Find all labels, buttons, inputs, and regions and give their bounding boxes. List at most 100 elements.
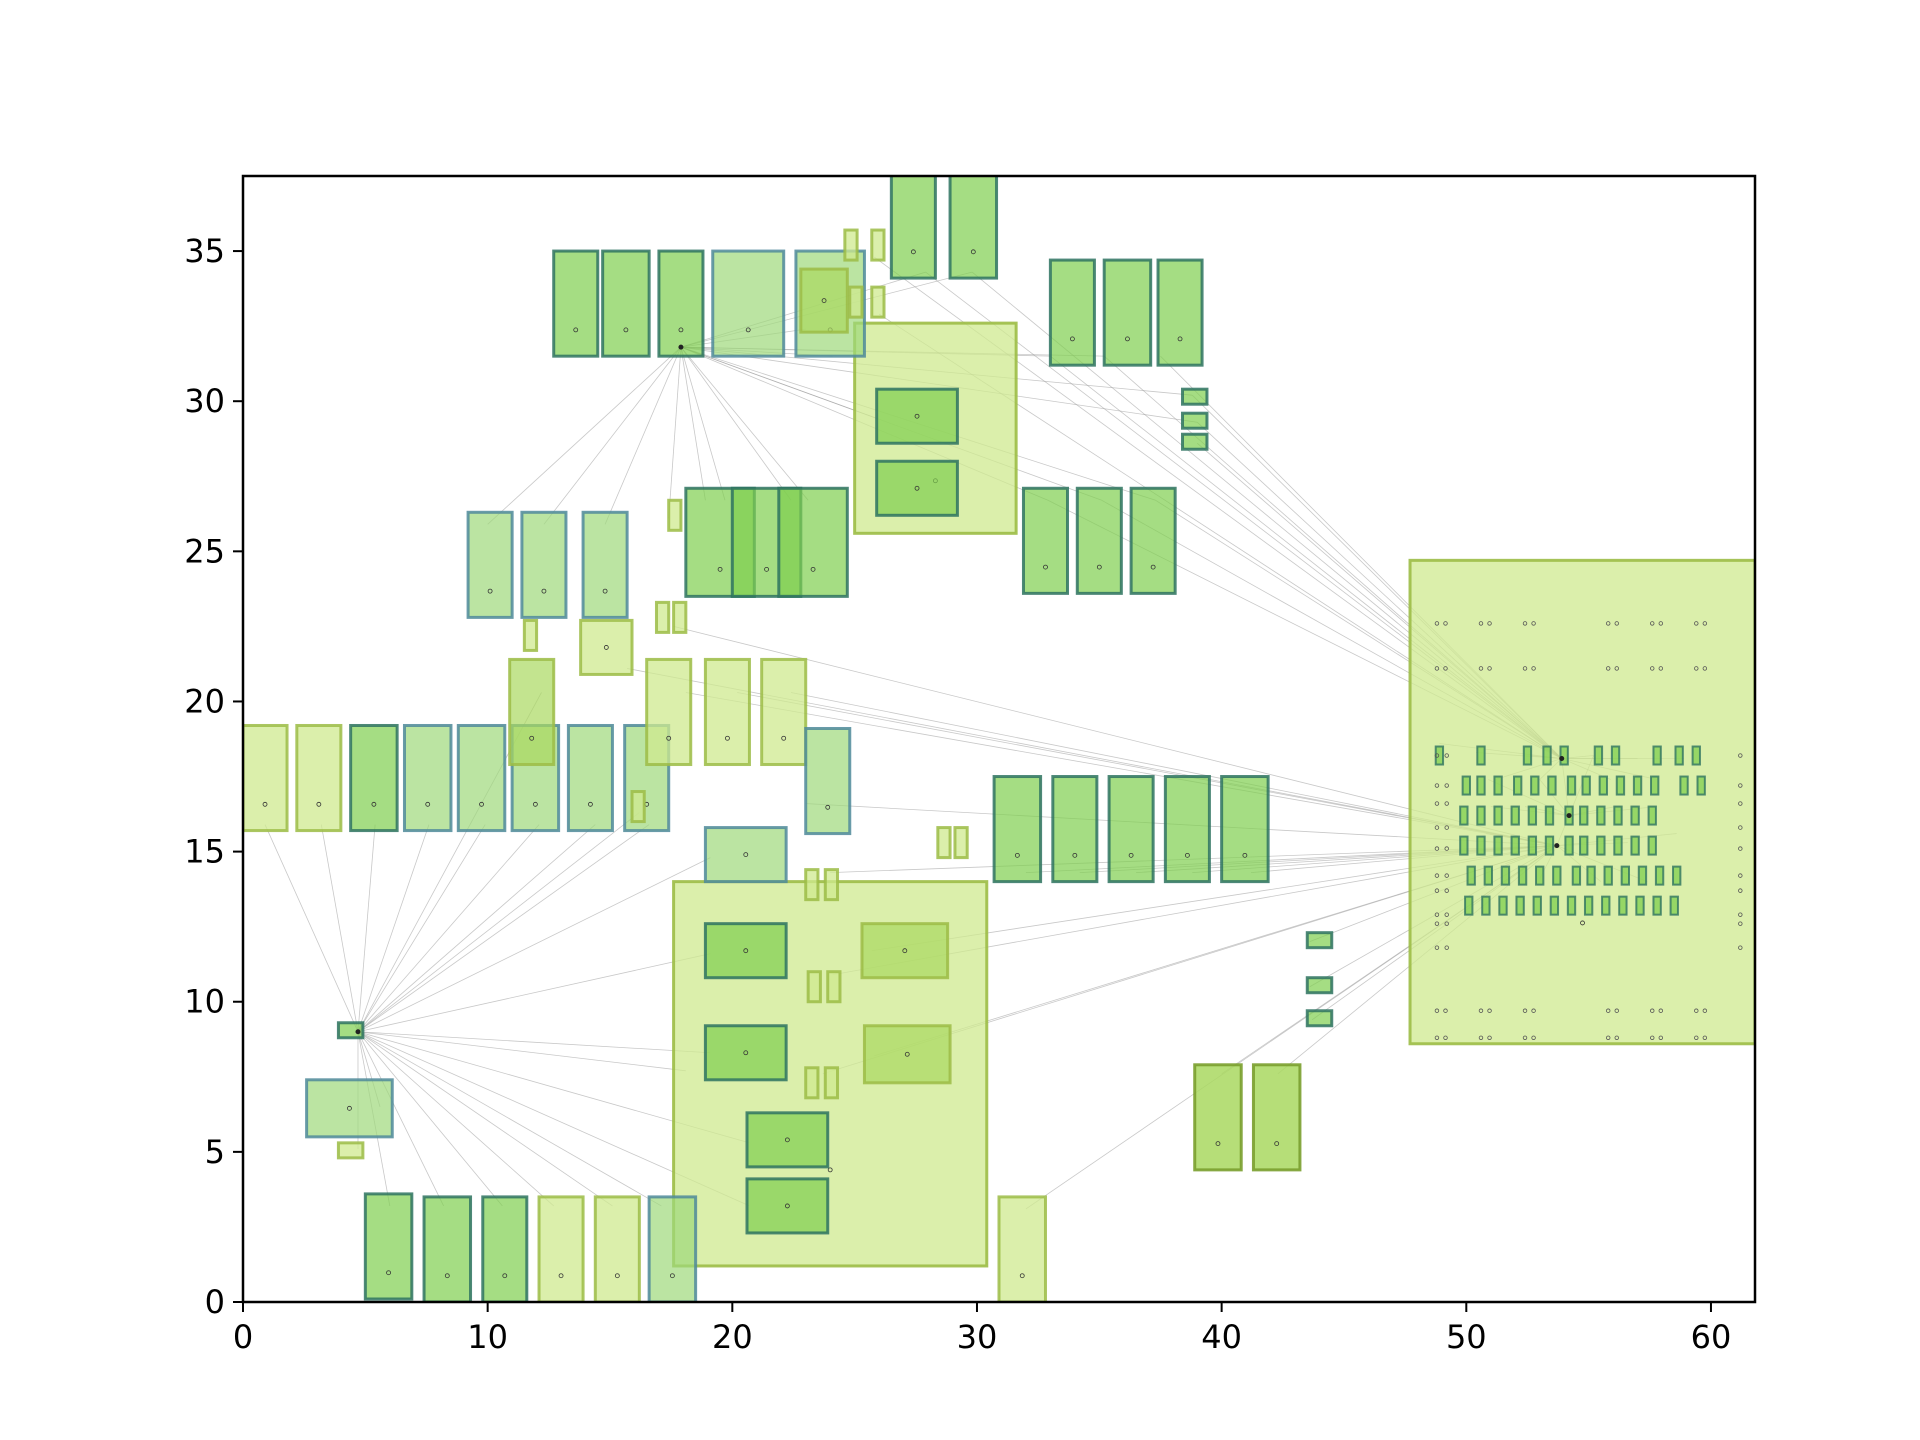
plate-pad [1531,666,1536,671]
hub-point [355,1029,361,1035]
component-block [870,228,886,262]
net-line [357,1031,613,1207]
pin-dot [262,801,268,807]
plate-pad [1694,621,1699,626]
pin-dot [588,801,593,807]
pin-dot [444,1273,450,1279]
footprint-pad [1618,895,1628,916]
plate-pad [1434,1008,1440,1013]
plate-pad [1738,753,1743,758]
component-block [804,1066,820,1100]
footprint-pad [1527,835,1538,856]
hub-point [1566,813,1572,819]
component-block [711,249,786,358]
footprint-pad [1476,745,1486,766]
net-line [357,1031,444,1207]
plate-pad [1444,888,1449,893]
footprint-pad [1601,895,1611,916]
plate-pad [1478,1035,1484,1040]
component-block [1305,1009,1334,1028]
plate-pad [1650,1035,1655,1040]
pin-dot [825,804,831,810]
component-block [481,1195,529,1302]
component-block [520,510,568,619]
footprint-pad [1481,895,1491,916]
component-block [456,723,507,833]
pin-dot [784,1137,790,1143]
component-block [349,723,399,833]
plate-pad [1650,621,1655,626]
footprint-pad [1674,745,1684,766]
plate-pad [1738,846,1743,851]
plate-pad [1487,1008,1492,1013]
footprint-pad [1672,865,1682,886]
plate-pad [1444,783,1449,788]
footprint-pad [1515,895,1525,916]
component-block [630,790,646,824]
net-line [357,1031,662,1207]
component-block [581,510,629,619]
footprint-pad [1544,835,1555,856]
plate-pad [1614,1035,1619,1040]
footprint-pad [1564,835,1574,856]
plate-pad [1702,1035,1708,1040]
footprint-pad [1527,805,1538,826]
component-block [1156,258,1204,367]
plate-pad [1444,825,1449,830]
component-block [1193,1063,1243,1172]
footprint-pad [1603,865,1613,886]
component-block [243,723,289,833]
plate-pad [1650,666,1655,671]
component-block [806,970,822,1004]
pin-dot [781,735,787,741]
hub-point [1559,756,1565,762]
footprint-pad [1493,805,1503,826]
component-block [1180,387,1209,406]
plate-pad [1444,753,1449,758]
footprint-pad [1476,835,1486,856]
component-block [936,826,952,860]
footprint-pad [1610,745,1621,766]
footprint-pad [1598,775,1608,796]
plate-pad [1658,1035,1664,1040]
plate-pad [1531,621,1536,626]
footprint-pad [1459,805,1469,826]
component-block [579,618,634,676]
pin-dot [623,327,629,333]
component-block [305,1078,394,1139]
footprint-pad [1500,865,1511,886]
plate-pad [1738,783,1743,788]
footprint-pad [1535,865,1545,886]
component-block [862,1024,952,1085]
y-tick-label: 5 [205,1133,225,1171]
hub-point [678,344,684,350]
component-block [601,249,651,358]
component-block [823,1066,840,1100]
footprint-pad [1630,835,1640,856]
plate-pad [1614,666,1619,671]
plate-pad [1478,1008,1484,1013]
footprint-pad [1650,775,1660,796]
pin-dot [1043,564,1048,570]
plate-pad [1434,873,1440,878]
pin-dot [1128,852,1134,858]
footprint-pad [1654,865,1665,886]
plate-pad [1614,1008,1619,1013]
plate-pad [1694,1008,1699,1013]
component-block [875,459,959,517]
footprint-pad [1613,835,1623,856]
pin-dot [725,735,730,741]
x-tick-label: 20 [712,1318,753,1356]
pin-dot [573,327,579,333]
pin-dot [532,801,538,807]
net-line [264,824,359,1032]
component-block [1305,931,1334,950]
x-tick-label: 60 [1691,1318,1732,1356]
plate-pad [1434,945,1440,950]
plate-pad [1443,1035,1448,1040]
pin-dot [1184,852,1190,858]
plate-pad [1658,1008,1664,1013]
pin-dot [970,249,976,255]
net-line [357,953,711,1033]
